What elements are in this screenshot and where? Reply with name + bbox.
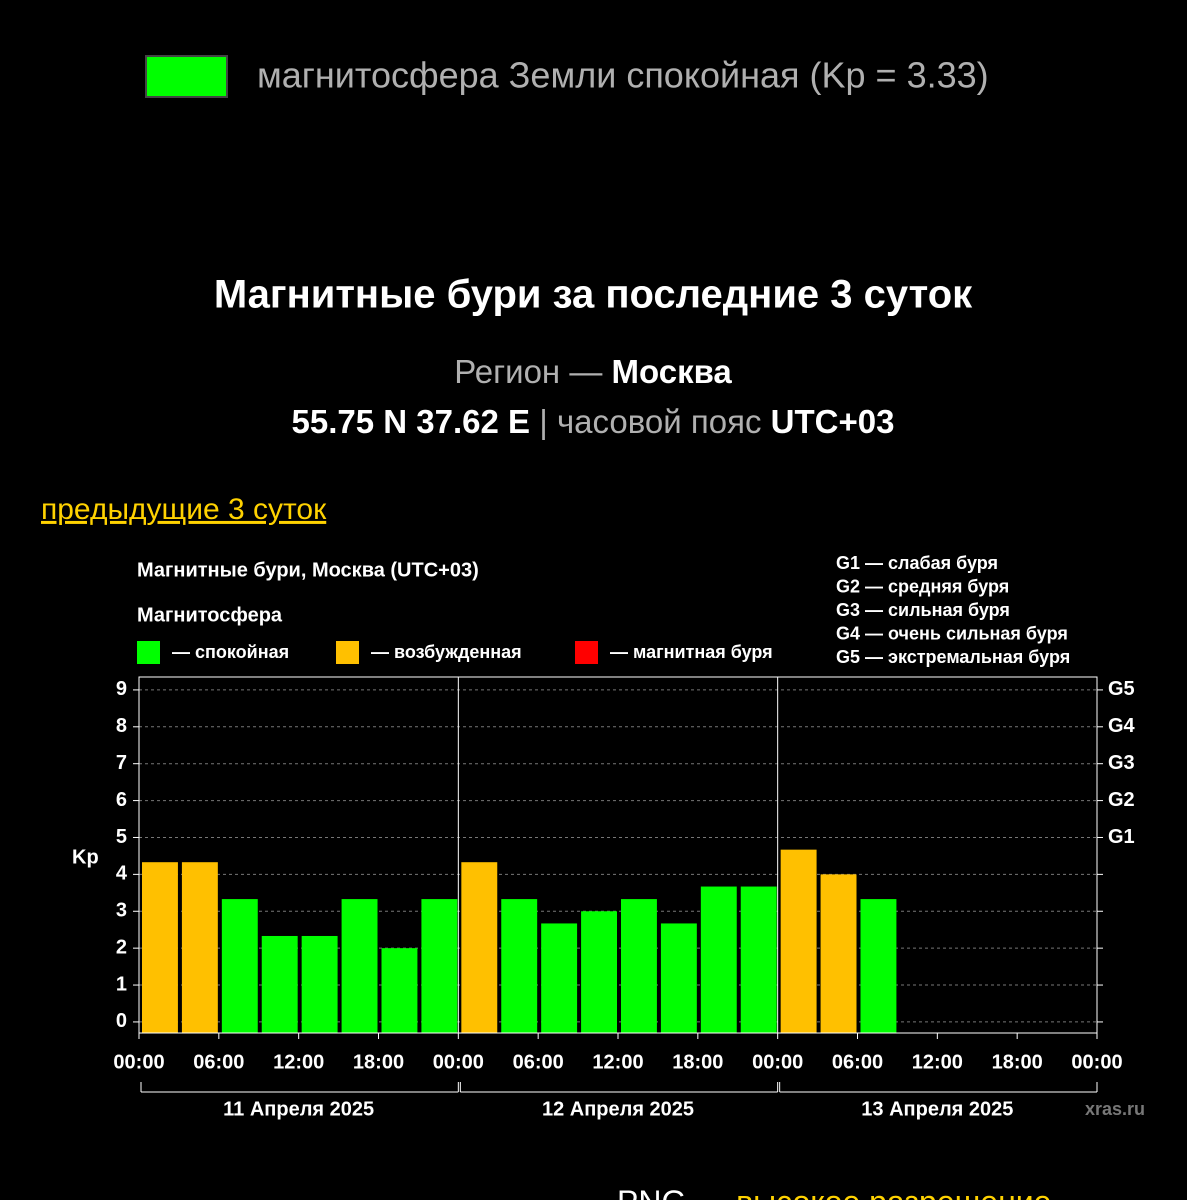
region: Москва xyxy=(612,353,733,390)
tz: UTC+03 xyxy=(771,403,895,440)
tz-label: часовой пояс xyxy=(557,403,761,440)
legend-swatch xyxy=(575,641,598,664)
g-legend: G2 — средняя буря xyxy=(836,576,1009,596)
bar xyxy=(261,935,298,1033)
y2-tick-label: G3 xyxy=(1108,752,1135,774)
x-tick-label: 06:00 xyxy=(513,1051,564,1073)
y-axis-label: Kp xyxy=(72,846,99,868)
bar xyxy=(660,923,697,1033)
y-tick-label: 2 xyxy=(116,936,127,958)
bar xyxy=(341,899,378,1033)
chart-subtitle: Магнитосфера xyxy=(137,604,283,626)
region-label: Регион — xyxy=(454,353,602,390)
bar xyxy=(501,899,538,1033)
y-tick-label: 8 xyxy=(116,715,127,737)
page-title: Магнитные бури за последние 3 суток xyxy=(214,273,973,317)
bar xyxy=(860,899,897,1033)
legend-label: — спокойная xyxy=(172,642,289,662)
legend-swatch xyxy=(137,641,160,664)
dash: — xyxy=(695,1184,727,1200)
g-legend: G3 — сильная буря xyxy=(836,600,1010,620)
y2-tick-label: G2 xyxy=(1108,789,1135,811)
x-tick-label: 18:00 xyxy=(353,1051,404,1073)
y-tick-label: 5 xyxy=(116,826,127,848)
g-legend: G1 — слабая буря xyxy=(836,553,998,573)
x-tick-label: 06:00 xyxy=(193,1051,244,1073)
x-tick-label: 12:00 xyxy=(273,1051,324,1073)
x-tick-label: 00:00 xyxy=(1071,1051,1122,1073)
x-tick-label: 00:00 xyxy=(433,1051,484,1073)
y-tick-label: 9 xyxy=(116,678,127,700)
chart-title: Магнитные бури, Москва (UTC+03) xyxy=(137,559,479,581)
format: PNG xyxy=(617,1184,686,1200)
bar xyxy=(541,923,578,1033)
y2-tick-label: G4 xyxy=(1108,715,1136,737)
x-tick-label: 00:00 xyxy=(752,1051,803,1073)
legend-label: — возбужденная xyxy=(371,642,522,662)
x-tick-label: 06:00 xyxy=(832,1051,883,1073)
separator: | xyxy=(539,403,548,440)
y-tick-label: 1 xyxy=(116,973,127,995)
coords: 55.75 N 37.62 E xyxy=(292,403,531,440)
bar xyxy=(700,886,737,1033)
day-label: 13 Апреля 2025 xyxy=(861,1098,1013,1120)
hires-link[interactable]: высокое разрешение xyxy=(736,1184,1051,1200)
bar xyxy=(221,899,258,1033)
y-tick-label: 4 xyxy=(116,863,128,885)
bar xyxy=(621,899,657,1033)
day-label: 12 Апреля 2025 xyxy=(542,1098,694,1120)
bar xyxy=(301,935,338,1033)
source: xras.ru xyxy=(1085,1099,1145,1119)
footer-line: PNG — высокое разрешение xyxy=(617,1184,1051,1200)
legend-label: — магнитная буря xyxy=(610,642,773,662)
bar xyxy=(181,862,218,1033)
y-tick-label: 0 xyxy=(116,1010,127,1032)
bar xyxy=(381,948,418,1033)
y2-tick-label: G1 xyxy=(1108,826,1135,848)
bar xyxy=(581,911,617,1033)
x-tick-label: 12:00 xyxy=(912,1051,963,1073)
g-legend: G5 — экстремальная буря xyxy=(836,647,1070,667)
bar xyxy=(142,862,178,1033)
x-tick-label: 00:00 xyxy=(113,1051,164,1073)
bar xyxy=(820,874,857,1033)
bar xyxy=(461,862,498,1033)
legend-swatch xyxy=(336,641,359,664)
prev-link[interactable]: предыдущие 3 суток xyxy=(41,493,327,526)
status-text: магнитосфера Земли спокойная (Kp = 3.33) xyxy=(257,55,989,96)
x-tick-label: 18:00 xyxy=(672,1051,723,1073)
coords-line: 55.75 N 37.62 E | часовой пояс UTC+03 xyxy=(292,403,895,440)
x-tick-label: 18:00 xyxy=(992,1051,1043,1073)
x-tick-label: 12:00 xyxy=(592,1051,643,1073)
bar xyxy=(740,886,777,1033)
day-label: 11 Апреля 2025 xyxy=(223,1098,374,1120)
y-tick-label: 3 xyxy=(116,900,127,922)
legend-swatch xyxy=(145,55,228,98)
region-line: Регион — Москва xyxy=(454,353,732,390)
y-tick-label: 7 xyxy=(116,752,127,774)
bar xyxy=(780,849,817,1033)
bar xyxy=(421,899,458,1033)
g-legend: G4 — очень сильная буря xyxy=(836,623,1068,643)
y2-tick-label: G5 xyxy=(1108,678,1135,700)
y-tick-label: 6 xyxy=(116,789,127,811)
